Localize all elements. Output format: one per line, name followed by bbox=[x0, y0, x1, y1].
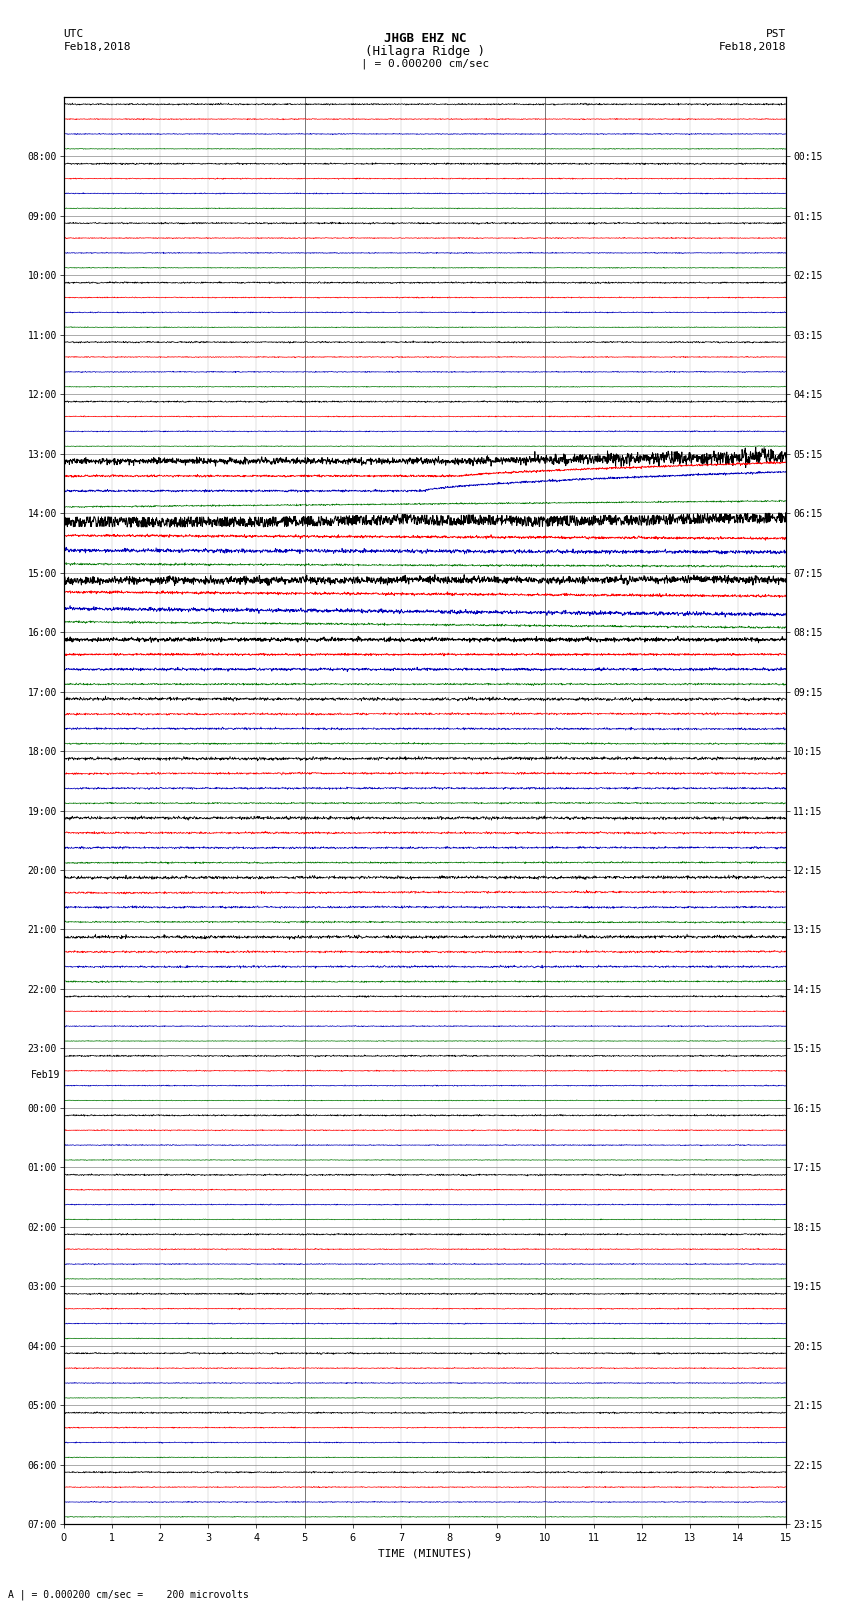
Text: Feb18,2018: Feb18,2018 bbox=[719, 42, 786, 52]
Text: (Hilagra Ridge ): (Hilagra Ridge ) bbox=[365, 45, 485, 58]
Text: | = 0.000200 cm/sec: | = 0.000200 cm/sec bbox=[361, 58, 489, 69]
Text: PST: PST bbox=[766, 29, 786, 39]
Text: A | = 0.000200 cm/sec =    200 microvolts: A | = 0.000200 cm/sec = 200 microvolts bbox=[8, 1589, 249, 1600]
Text: JHGB EHZ NC: JHGB EHZ NC bbox=[383, 32, 467, 45]
X-axis label: TIME (MINUTES): TIME (MINUTES) bbox=[377, 1548, 473, 1558]
Text: Feb18,2018: Feb18,2018 bbox=[64, 42, 131, 52]
Text: Feb19: Feb19 bbox=[31, 1069, 60, 1081]
Text: UTC: UTC bbox=[64, 29, 84, 39]
